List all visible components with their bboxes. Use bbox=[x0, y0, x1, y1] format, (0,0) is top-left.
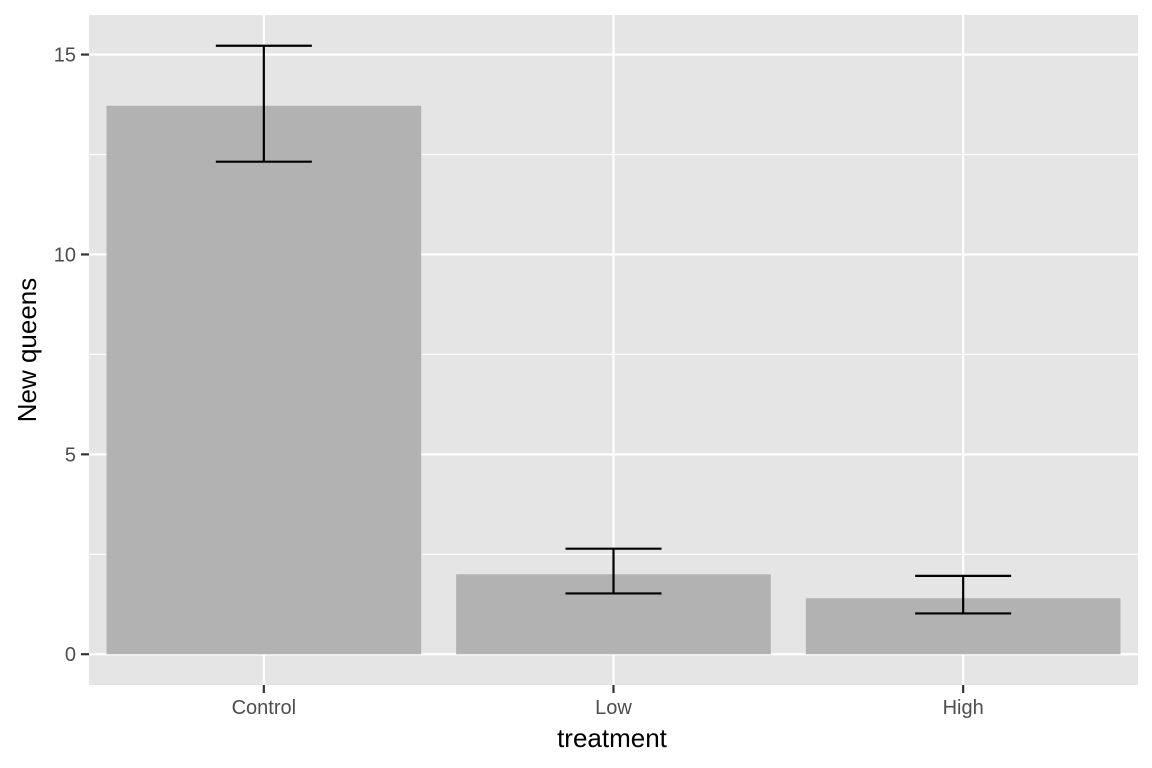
y-axis: 0 5 10 15 bbox=[54, 45, 89, 666]
y-tick-label: 0 bbox=[65, 644, 76, 666]
y-tick-label: 15 bbox=[54, 45, 76, 67]
x-tick-label: Control bbox=[232, 697, 296, 719]
error-bar-control bbox=[215, 44, 312, 163]
y-tick-label: 10 bbox=[54, 244, 76, 266]
x-tick-label: Low bbox=[595, 697, 632, 719]
bars bbox=[106, 105, 1121, 655]
error-bar-low bbox=[565, 547, 662, 595]
y-tick-label: 5 bbox=[65, 444, 76, 466]
x-axis: Control Low High bbox=[232, 685, 984, 719]
bar-control bbox=[106, 105, 422, 655]
x-tick-label: High bbox=[943, 697, 984, 719]
error-bar-high bbox=[915, 574, 1012, 615]
error-bars bbox=[215, 44, 1012, 615]
x-axis-title: treatment bbox=[557, 723, 668, 753]
y-axis-title: New queens bbox=[12, 278, 42, 423]
